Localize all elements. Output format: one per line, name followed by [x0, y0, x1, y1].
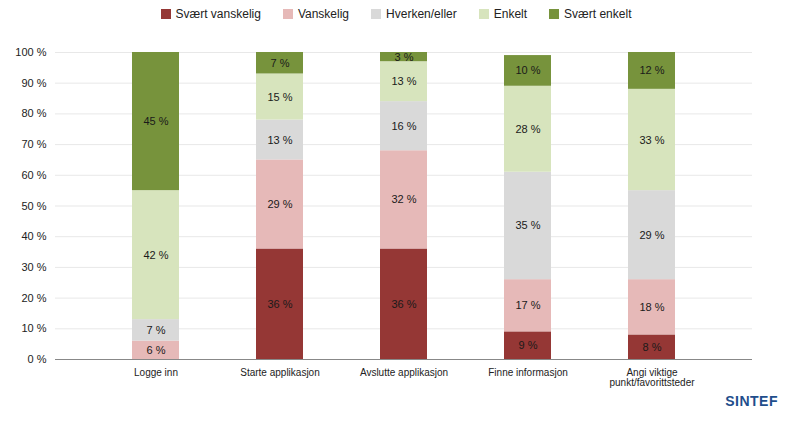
- svg-text:29 %: 29 %: [267, 198, 292, 210]
- svg-text:32 %: 32 %: [391, 193, 416, 205]
- svg-text:80 %: 80 %: [21, 107, 46, 119]
- svg-text:Angi viktigepunkt/favorittsted: Angi viktigepunkt/favorittsteder: [609, 367, 695, 388]
- html-text:Svært enkelt: Svært enkelt: [564, 7, 632, 21]
- svg-text:50 %: 50 %: [21, 200, 46, 212]
- svg-text:6 %: 6 %: [147, 344, 166, 356]
- svg-text:13 %: 13 %: [391, 75, 416, 87]
- svg-text:3 %: 3 %: [395, 51, 414, 63]
- svg-text:18 %: 18 %: [639, 301, 664, 313]
- svg-text:40 %: 40 %: [21, 230, 46, 242]
- svg-text:13 %: 13 %: [267, 134, 292, 146]
- svg-text:28 %: 28 %: [515, 123, 540, 135]
- svg-text:70 %: 70 %: [21, 138, 46, 150]
- svg-text:33 %: 33 %: [639, 134, 664, 146]
- html-text:Svært vanskelig: Svært vanskelig: [175, 7, 261, 21]
- svg-text:36 %: 36 %: [267, 298, 292, 310]
- svg-text:Avslutte applikasjon: Avslutte applikasjon: [360, 367, 448, 378]
- svg-text:29 %: 29 %: [639, 229, 664, 241]
- svg-text:0 %: 0 %: [28, 353, 47, 365]
- svg-text:60 %: 60 %: [21, 169, 46, 181]
- svg-text:Starte applikasjon: Starte applikasjon: [240, 367, 320, 378]
- svg-text:7 %: 7 %: [271, 57, 290, 69]
- svg-text:30 %: 30 %: [21, 261, 46, 273]
- svg-text:12 %: 12 %: [639, 64, 664, 76]
- html-text:Hverken/eller: Hverken/eller: [386, 7, 457, 21]
- svg-text:9 %: 9 %: [519, 339, 538, 351]
- svg-text:45 %: 45 %: [143, 115, 168, 127]
- svg-text:36 %: 36 %: [391, 298, 416, 310]
- svg-text:35 %: 35 %: [515, 219, 540, 231]
- svg-text:15 %: 15 %: [267, 91, 292, 103]
- svg-text:17 %: 17 %: [515, 299, 540, 311]
- svg-text:100 %: 100 %: [15, 46, 46, 58]
- svg-text:Finne informasjon: Finne informasjon: [488, 367, 567, 378]
- svg-text:10 %: 10 %: [21, 322, 46, 334]
- svg-text:8 %: 8 %: [643, 341, 662, 353]
- svg-text:90 %: 90 %: [21, 77, 46, 89]
- svg-text:10 %: 10 %: [515, 64, 540, 76]
- svg-text:16 %: 16 %: [391, 120, 416, 132]
- svg-text:7 %: 7 %: [147, 324, 166, 336]
- html-text:Vanskelig: Vanskelig: [297, 7, 349, 21]
- html-text:SINTEF: SINTEF: [725, 393, 778, 409]
- svg-text:Logge inn: Logge inn: [134, 367, 178, 378]
- svg-text:20 %: 20 %: [21, 292, 46, 304]
- html-text:Enkelt: Enkelt: [493, 7, 528, 21]
- svg-text:42 %: 42 %: [143, 249, 168, 261]
